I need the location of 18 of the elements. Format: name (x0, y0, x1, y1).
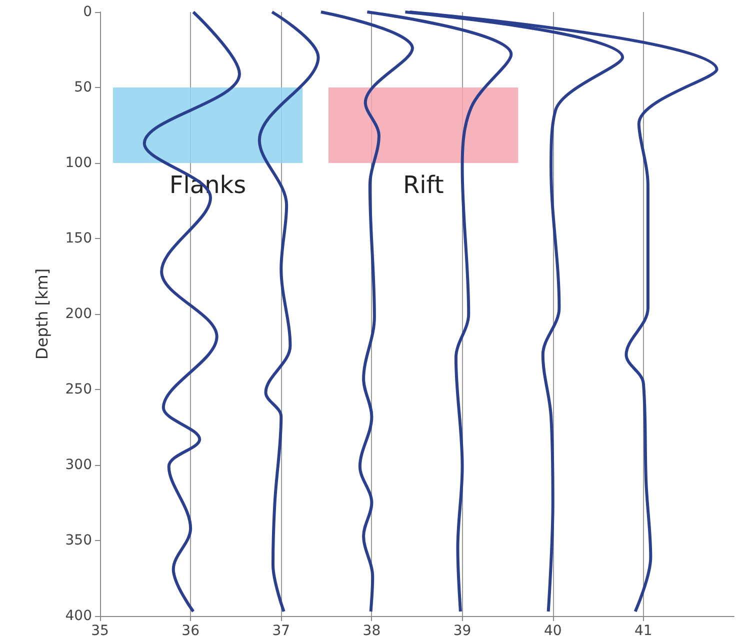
x-tick-label: 38 (362, 623, 381, 639)
y-tick-label: 350 (65, 532, 92, 548)
x-tick-label: 37 (272, 623, 290, 639)
y-tick-label: 250 (65, 382, 92, 398)
y-tick-label: 400 (65, 608, 92, 624)
x-tick-label: 36 (182, 623, 200, 639)
y-tick-label: 100 (65, 155, 92, 171)
x-tick-label: 41 (634, 623, 652, 639)
y-tick-label: 200 (65, 306, 92, 322)
x-tick-label: 39 (453, 623, 472, 639)
y-tick-label: 300 (65, 457, 92, 473)
x-tick-label: 35 (91, 623, 109, 639)
x-tick-label: 40 (544, 623, 562, 639)
y-tick-label: 150 (65, 230, 92, 246)
y-tick-label: 50 (74, 80, 92, 96)
y-tick-label: 0 (83, 4, 92, 20)
band-label: Rift (402, 171, 444, 199)
y-axis-title: Depth [km] (32, 268, 52, 360)
